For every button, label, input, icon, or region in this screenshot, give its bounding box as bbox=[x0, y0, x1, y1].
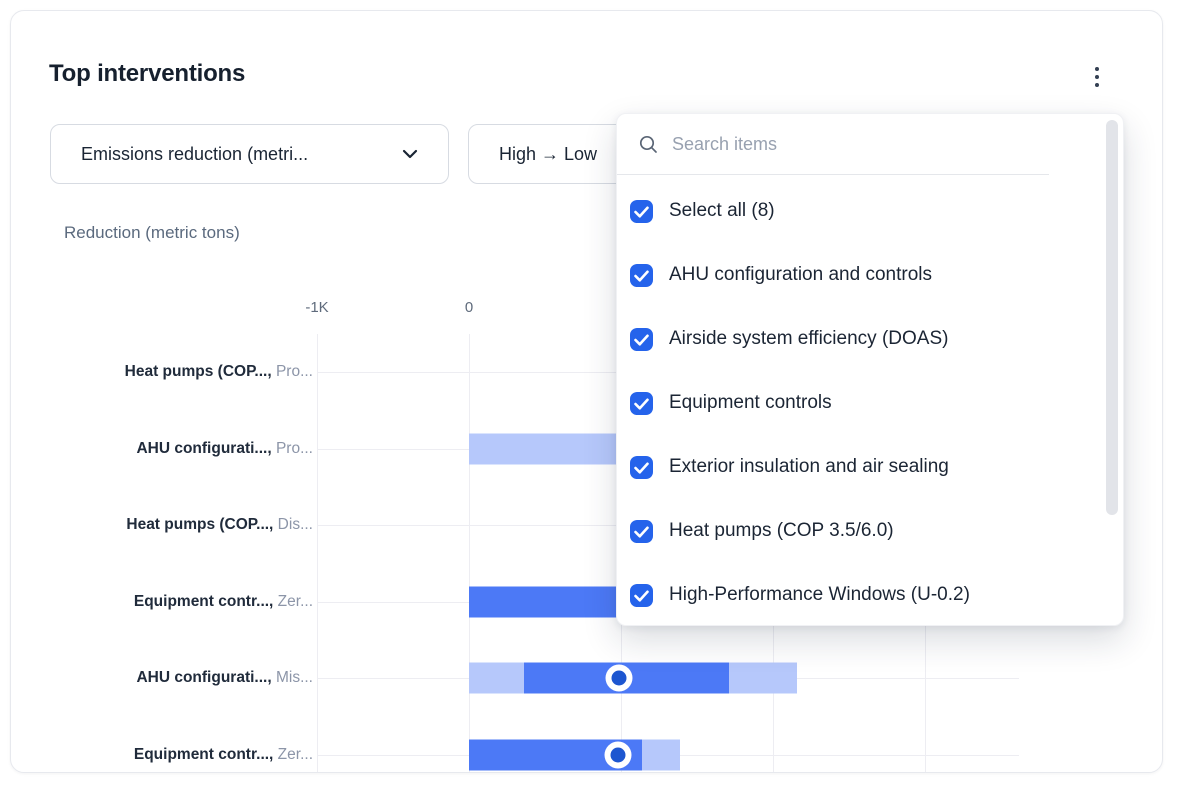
category-label: Equipment contr..., Zer... bbox=[134, 593, 313, 611]
category-label-qualifier: Mis... bbox=[271, 669, 313, 686]
filter-option-label: Airside system efficiency (DOAS) bbox=[669, 328, 949, 349]
category-label-qualifier: Pro... bbox=[271, 363, 313, 380]
filter-option-label: Heat pumps (COP 3.5/6.0) bbox=[669, 520, 894, 541]
chart-axis-title: Reduction (metric tons) bbox=[64, 223, 240, 242]
category-label-main: AHU configurati..., bbox=[136, 669, 272, 686]
filter-option-label: Select all (8) bbox=[669, 200, 775, 221]
check-icon bbox=[634, 206, 649, 218]
check-icon bbox=[634, 270, 649, 282]
category-label-qualifier: Pro... bbox=[271, 440, 313, 457]
x-axis-tick-label: 0 bbox=[464, 299, 474, 316]
checkbox-checked[interactable] bbox=[630, 391, 653, 415]
filter-option[interactable]: AHU configuration and controls bbox=[630, 255, 1090, 295]
popup-search-row bbox=[617, 114, 1123, 174]
filter-option[interactable]: High-Performance Windows (U-0.2) bbox=[630, 575, 1090, 615]
category-label: AHU configurati..., Mis... bbox=[136, 669, 313, 687]
category-label: AHU configurati..., Pro... bbox=[136, 440, 313, 458]
checkbox-checked[interactable] bbox=[630, 263, 653, 287]
x-axis-tick-label: -1K bbox=[305, 299, 329, 316]
checkbox-checked[interactable] bbox=[630, 583, 653, 607]
category-label-qualifier: Zer... bbox=[273, 746, 313, 763]
check-icon bbox=[634, 398, 649, 410]
metric-dropdown-label: Emissions reduction (metri... bbox=[81, 143, 309, 164]
page-title: Top interventions bbox=[49, 60, 246, 87]
expected-value-marker bbox=[605, 664, 633, 692]
category-label-main: Heat pumps (COP..., bbox=[126, 516, 274, 533]
checkbox-checked[interactable] bbox=[630, 199, 653, 223]
filter-option[interactable]: Equipment controls bbox=[630, 383, 1090, 423]
bar-segment-light bbox=[642, 739, 681, 771]
category-label: Equipment contr..., Zer... bbox=[134, 746, 313, 764]
select-all-option[interactable]: Select all (8) bbox=[630, 191, 1090, 231]
kebab-menu-icon bbox=[1095, 67, 1099, 71]
filter-option[interactable]: Exterior insulation and air sealing bbox=[630, 447, 1090, 487]
filter-option[interactable]: Heat pumps (COP 3.5/6.0) bbox=[630, 511, 1090, 551]
bar-segment-solid bbox=[469, 586, 644, 618]
bar-segment-light bbox=[728, 662, 798, 694]
expected-value-marker bbox=[604, 741, 632, 769]
checkbox-checked[interactable] bbox=[630, 455, 653, 479]
category-label-qualifier: Dis... bbox=[273, 516, 313, 533]
top-interventions-card: Top interventions Emissions reduction (m… bbox=[10, 10, 1163, 773]
category-label-main: Equipment contr..., bbox=[133, 746, 274, 763]
filter-option[interactable]: Airside system efficiency (DOAS) bbox=[630, 319, 1090, 359]
check-icon bbox=[634, 334, 649, 346]
bar-segment-light bbox=[469, 662, 524, 694]
marker-dot bbox=[610, 747, 626, 763]
metric-dropdown[interactable]: Emissions reduction (metri... bbox=[50, 124, 449, 184]
more-options-button[interactable] bbox=[1083, 59, 1111, 95]
checkbox-checked[interactable] bbox=[630, 327, 653, 351]
filter-option-label: Equipment controls bbox=[669, 392, 832, 413]
popup-divider bbox=[617, 174, 1049, 175]
search-input[interactable] bbox=[670, 132, 1107, 156]
sort-dropdown-label: High → Low bbox=[499, 143, 598, 164]
kebab-menu-icon bbox=[1095, 75, 1099, 79]
filter-popup: Select all (8) AHU configuration and cont… bbox=[616, 113, 1124, 626]
category-label-main: Heat pumps (COP..., bbox=[124, 363, 272, 380]
chevron-down-icon bbox=[402, 149, 418, 159]
check-icon bbox=[634, 590, 649, 602]
filter-option-label: High-Performance Windows (U-0.2) bbox=[669, 584, 970, 605]
checkbox-checked[interactable] bbox=[630, 519, 653, 543]
category-label-main: AHU configurati..., bbox=[136, 440, 272, 457]
filter-option-label: AHU configuration and controls bbox=[669, 264, 932, 285]
filter-option-label: Exterior insulation and air sealing bbox=[669, 456, 949, 477]
category-label: Heat pumps (COP..., Dis... bbox=[126, 516, 313, 534]
marker-dot bbox=[611, 670, 627, 686]
chart-vertical-gridline bbox=[469, 334, 470, 772]
category-label: Heat pumps (COP..., Pro... bbox=[125, 363, 313, 381]
search-icon bbox=[639, 135, 657, 153]
category-label-qualifier: Zer... bbox=[273, 593, 313, 610]
popup-scrollbar-thumb[interactable] bbox=[1106, 120, 1118, 515]
kebab-menu-icon bbox=[1095, 83, 1099, 87]
category-label-main: Equipment contr..., bbox=[133, 593, 274, 610]
check-icon bbox=[634, 462, 649, 474]
check-icon bbox=[634, 526, 649, 538]
chart-vertical-gridline bbox=[317, 334, 318, 772]
